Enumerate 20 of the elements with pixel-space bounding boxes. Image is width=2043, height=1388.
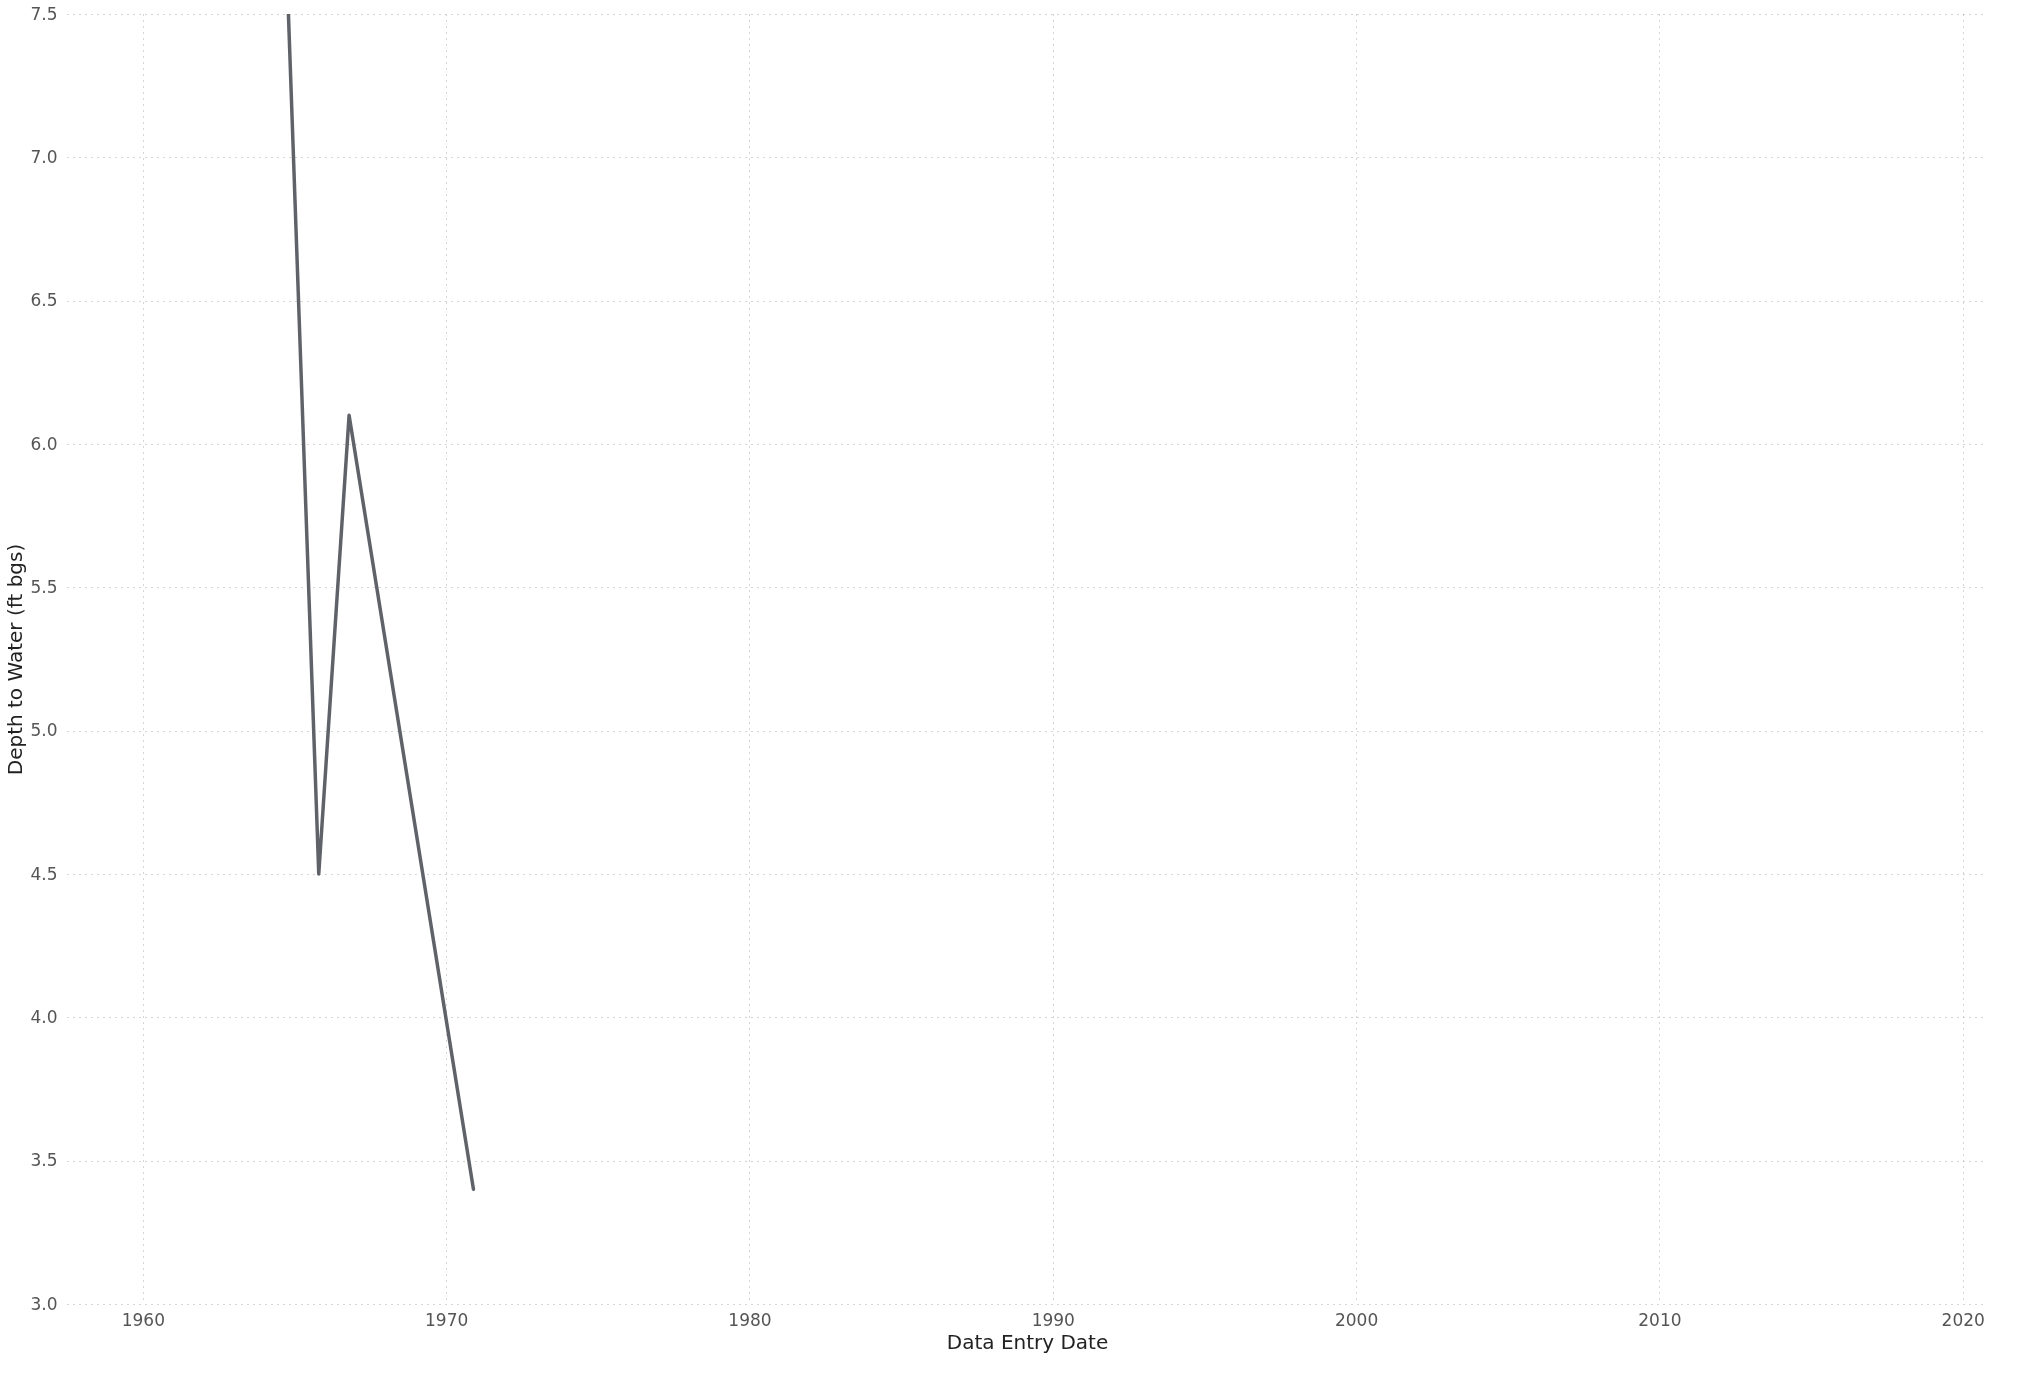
line-series	[286, 14, 476, 1192]
x-tick-label: 1990	[1031, 1309, 1075, 1330]
y-tick-label: 7.5	[30, 3, 58, 24]
x-tick-label: 1960	[121, 1309, 165, 1330]
x-tick-label: 2000	[1334, 1309, 1379, 1330]
y-tick-label: 5.0	[30, 720, 58, 741]
x-tick-label: 1980	[728, 1309, 772, 1330]
y-tick-label: 5.5	[30, 576, 58, 597]
y-tick-label: 4.5	[30, 863, 58, 884]
x-tick-label: 2020	[1941, 1309, 1985, 1330]
x-axis-title: Data Entry Date	[946, 1329, 1109, 1354]
y-tick-label: 6.0	[30, 433, 58, 454]
y-axis-title: Depth to Water (ft bgs)	[3, 543, 28, 776]
y-tick-label: 6.5	[30, 290, 58, 311]
x-tick-label: 1970	[425, 1309, 469, 1330]
y-tick-label: 7.0	[30, 146, 58, 167]
y-tick-label: 3.0	[30, 1293, 58, 1314]
y-tick-label: 4.0	[30, 1006, 58, 1027]
x-tick-label: 2010	[1638, 1309, 1682, 1330]
y-tick-label: 3.5	[30, 1150, 58, 1171]
